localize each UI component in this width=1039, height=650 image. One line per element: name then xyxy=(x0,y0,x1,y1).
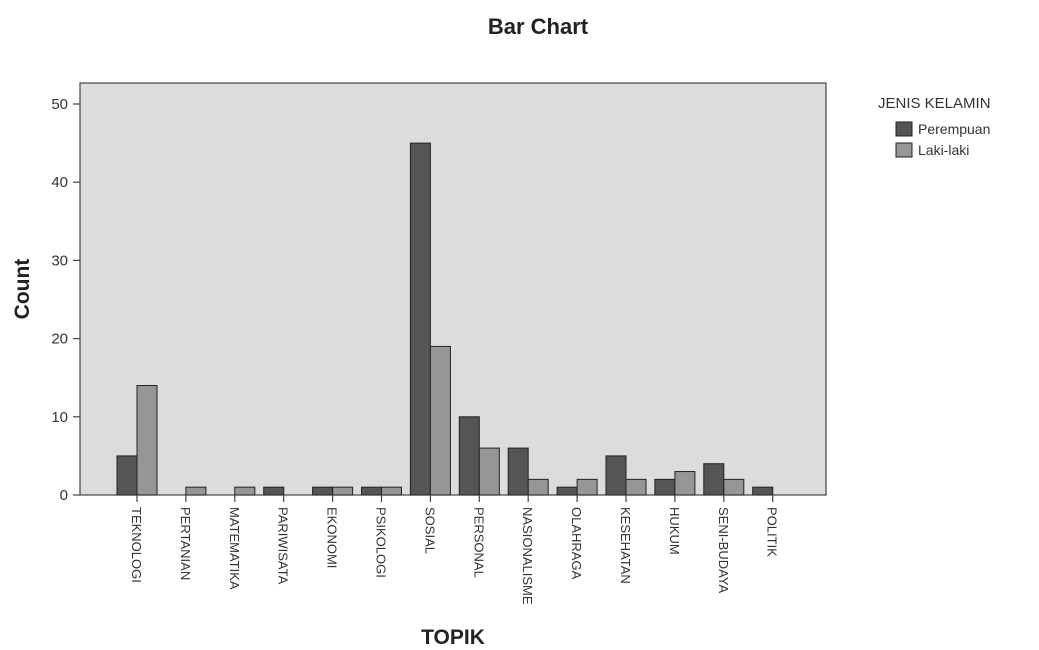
bar-laki-laki-sosial xyxy=(429,345,451,496)
bar-perempuan-pariwisata xyxy=(263,486,285,496)
legend-title: JENIS KELAMIN xyxy=(878,95,991,112)
x-axis: TEKNOLOGI PERTANIAN MATEMATIKA PARIWISATA EK… xyxy=(129,495,780,605)
bar-laki-laki-matematika xyxy=(234,486,256,496)
bar-laki-laki-personal xyxy=(478,447,500,496)
bar-laki-laki-hukum xyxy=(674,471,696,496)
y-tick-label: 30 xyxy=(51,252,68,269)
bar-perempuan-hukum xyxy=(654,478,676,496)
legend: JENIS KELAMIN Perempuan Laki-laki xyxy=(878,95,991,158)
bar-perempuan-personal xyxy=(458,416,480,496)
x-tick-label: KESEHATAN xyxy=(618,507,633,584)
x-tick-label: SOSIAL xyxy=(422,507,437,554)
x-tick-label: PSIKOLOGI xyxy=(374,507,389,578)
bar-perempuan-sosial xyxy=(409,142,431,496)
x-tick-label: EKONOMI xyxy=(325,507,340,568)
y-tick-label: 10 xyxy=(51,409,68,426)
bar-laki-laki-teknologi xyxy=(136,385,158,496)
bar-perempuan-kesehatan xyxy=(605,455,627,496)
x-tick-label: PERSONAL xyxy=(471,507,486,578)
y-axis-title: Count xyxy=(11,259,34,320)
bar-laki-laki-nasionalisme xyxy=(527,478,549,496)
bar-laki-laki-psikologi xyxy=(381,486,402,496)
x-tick-label: PERTANIAN xyxy=(178,507,193,580)
bar-perempuan-nasionalisme xyxy=(507,447,529,496)
y-tick-label: 0 xyxy=(60,487,68,504)
x-axis-title: TOPIK xyxy=(421,626,485,649)
chart-title: Bar Chart xyxy=(488,14,589,39)
y-tick-label: 40 xyxy=(51,174,68,191)
bar-perempuan-politik xyxy=(752,486,774,496)
legend-swatch-perempuan xyxy=(895,121,913,137)
x-tick-label: HUKUM xyxy=(667,507,682,555)
bar-laki-laki-kesehatan xyxy=(625,478,647,496)
y-tick-label: 20 xyxy=(51,331,68,348)
bar-perempuan-teknologi xyxy=(116,455,138,496)
bar-perempuan-ekonomi xyxy=(312,486,334,496)
x-tick-label: MATEMATIKA xyxy=(227,507,242,590)
x-tick-label: POLITIK xyxy=(765,507,780,557)
bar-laki-laki-olahraga xyxy=(576,478,598,496)
x-tick-label: TEKNOLOGI xyxy=(129,507,144,583)
x-tick-label: NASIONALISME xyxy=(520,507,535,605)
x-tick-label: PARIWISATA xyxy=(276,507,291,585)
plot-area xyxy=(79,82,827,496)
y-axis: 0 10 20 30 40 50 xyxy=(51,96,80,504)
bar-laki-laki-pertanian xyxy=(185,486,207,496)
x-tick-label: SENI-BUDAYA xyxy=(716,507,731,594)
x-tick-label: OLAHRAGA xyxy=(569,507,584,580)
legend-label-laki-laki: Laki-laki xyxy=(918,142,969,158)
legend-label-perempuan: Perempuan xyxy=(918,121,990,137)
bar-perempuan-olahraga xyxy=(556,486,578,496)
bar-perempuan-seni-budaya xyxy=(703,463,725,496)
bars-group xyxy=(116,142,774,496)
bar-perempuan-psikologi xyxy=(361,486,382,496)
bar-laki-laki-ekonomi xyxy=(332,486,354,496)
bar-laki-laki-seni-budaya xyxy=(723,478,745,496)
y-tick-label: 50 xyxy=(51,96,68,113)
legend-swatch-laki-laki xyxy=(895,142,913,158)
